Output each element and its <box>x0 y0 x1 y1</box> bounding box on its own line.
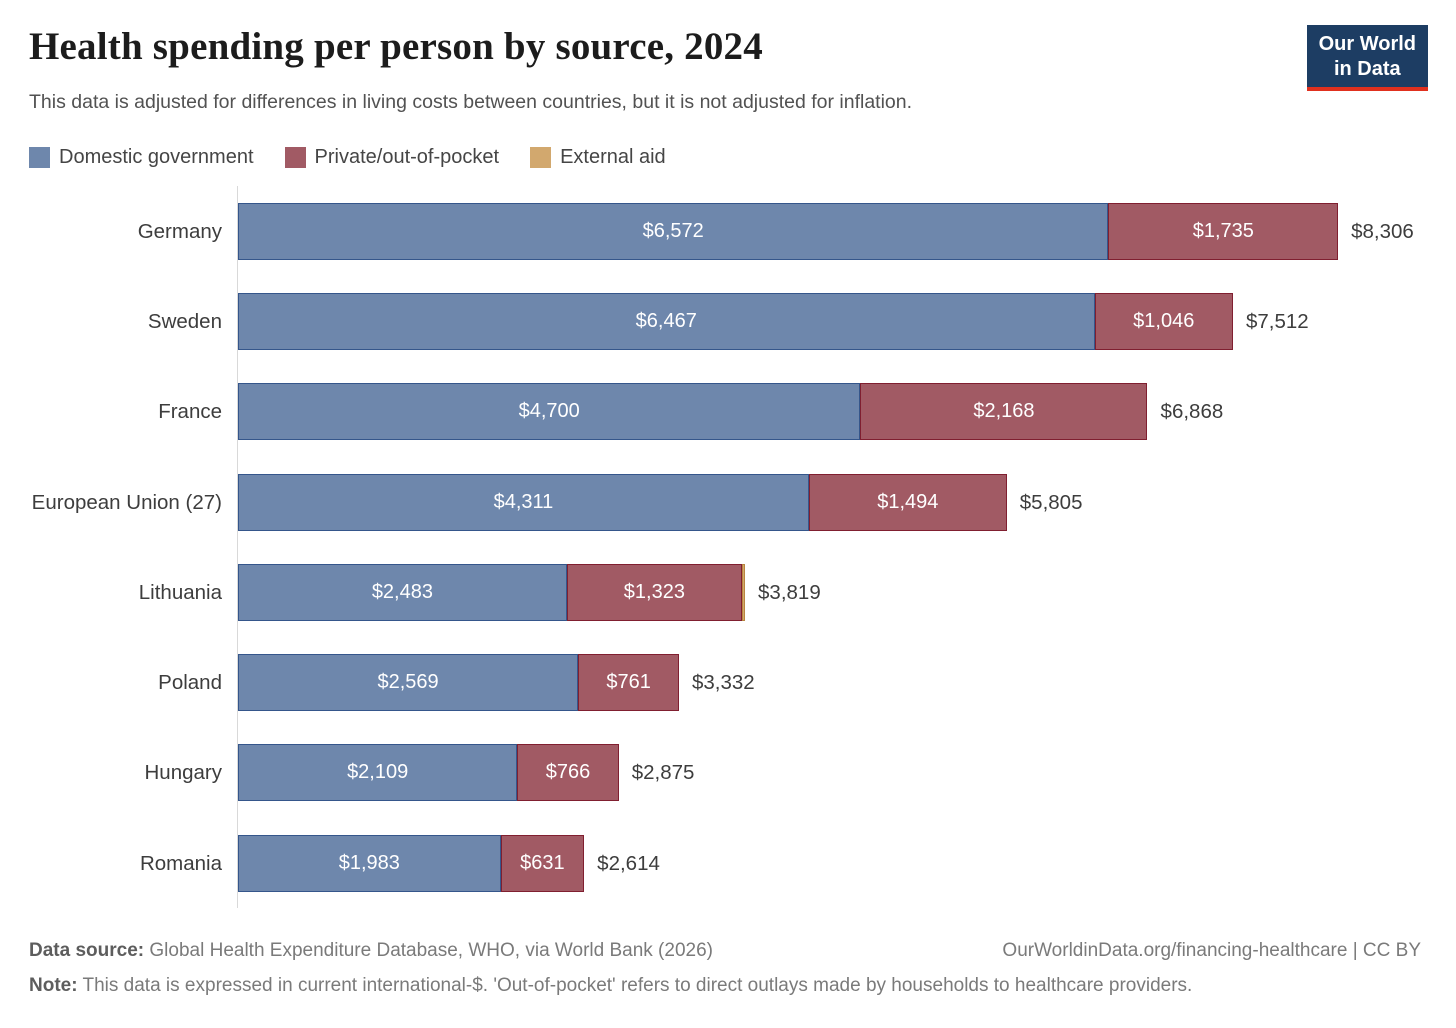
bar-value-label: $2,168 <box>973 400 1035 422</box>
country-label: Hungary <box>144 761 223 784</box>
legend-label: Private/out-of-pocket <box>314 146 500 168</box>
bar-segment-private-out-of-pocket[interactable]: $766 <box>517 744 619 801</box>
chart-row: $2,569 $761 <box>238 654 679 711</box>
bar-segment-domestic-government[interactable]: $6,467 <box>238 293 1095 350</box>
chart-row: $4,311 $1,494 <box>238 474 1007 531</box>
bar-segment-external-aid[interactable] <box>741 564 745 621</box>
total-value-label: $3,819 <box>758 581 821 604</box>
total-value-label: $8,306 <box>1351 220 1414 243</box>
legend: Domestic government Private/out-of-pocket… <box>29 146 666 169</box>
legend-swatch <box>530 147 552 168</box>
bar-value-label: $2,483 <box>371 581 433 603</box>
bar-value-label: $4,311 <box>493 491 554 513</box>
bar-segment-domestic-government[interactable]: $1,983 <box>238 835 501 892</box>
bar-segment-domestic-government[interactable]: $4,700 <box>238 383 861 440</box>
note-text: This data is expressed in current intern… <box>82 975 1193 996</box>
chart-row: $1,983 $631 <box>238 835 585 892</box>
bar-segment-private-out-of-pocket[interactable]: $761 <box>578 654 679 711</box>
country-label: European Union (27) <box>31 491 222 514</box>
total-value-label: $6,868 <box>1160 400 1224 423</box>
bar-value-label: $6,572 <box>642 220 704 242</box>
country-label: Lithuania <box>138 581 222 604</box>
bar-segment-private-out-of-pocket[interactable]: $1,494 <box>808 474 1007 531</box>
bar-value-label: $766 <box>545 761 591 783</box>
bar-value-label: $1,735 <box>1192 220 1254 242</box>
bar-value-label: $1,494 <box>877 491 939 513</box>
legend-swatch <box>29 147 50 168</box>
legend-label: Domestic government <box>59 146 254 168</box>
country-label: Poland <box>158 671 222 694</box>
data-source-text: Global Health Expenditure Database, WHO,… <box>149 940 713 961</box>
footer-url-link[interactable]: OurWorldinData.org/financing-healthcare <box>1002 940 1348 961</box>
legend-item-domestic-government[interactable]: Domestic government <box>29 146 254 169</box>
total-value-label: $3,332 <box>692 671 755 694</box>
footer-license-link[interactable]: CC BY <box>1362 940 1421 961</box>
chart-row: $2,109 $766 <box>238 744 619 801</box>
chart-subtitle: This data is adjusted for differences in… <box>29 91 913 113</box>
owid-logo-line2: in Data <box>1333 58 1401 80</box>
legend-label: External aid <box>560 146 666 168</box>
country-label: Romania <box>139 852 222 875</box>
bar-value-label: $6,467 <box>635 310 697 332</box>
total-value-label: $2,614 <box>597 852 660 875</box>
footer: Data source: Global Health Expenditure D… <box>29 940 1421 997</box>
total-value-label: $2,875 <box>631 761 695 784</box>
bar-segment-domestic-government[interactable]: $2,109 <box>238 744 518 801</box>
chart-row: $2,483 $1,323 <box>238 564 745 621</box>
bar-segment-private-out-of-pocket[interactable]: $1,046 <box>1094 293 1233 350</box>
country-label: France <box>158 400 222 423</box>
bar-value-label: $1,323 <box>623 581 685 603</box>
owid-logo[interactable]: Our World in Data <box>1306 25 1428 91</box>
chart-row: $6,572 $1,735 <box>238 203 1339 260</box>
bar-value-label: $2,569 <box>377 671 439 693</box>
source-row: Data source: Global Health Expenditure D… <box>29 940 1421 962</box>
note-row: Note: This data is expressed in current … <box>29 975 1421 997</box>
chart-row: $6,467 $1,046 <box>238 293 1233 350</box>
chart-plot: Germany $6,572 $1,735 $8,306 Sweden $6,467 $1,… <box>0 186 1456 908</box>
note-label: Note: <box>29 975 78 996</box>
bar-value-label: $4,700 <box>518 400 580 422</box>
legend-item-external-aid[interactable]: External aid <box>530 146 666 169</box>
total-value-label: $5,805 <box>1019 491 1083 514</box>
chart-row: $4,700 $2,168 <box>238 383 1148 440</box>
legend-item-private-out-of-pocket[interactable]: Private/out-of-pocket <box>284 146 500 169</box>
country-label: Sweden <box>147 310 222 333</box>
bar-segment-domestic-government[interactable]: $4,311 <box>238 474 809 531</box>
bar-segment-domestic-government[interactable]: $2,569 <box>238 654 579 711</box>
footer-right: OurWorldinData.org/financing-healthcare … <box>1002 940 1421 962</box>
bar-value-label: $631 <box>520 852 565 874</box>
data-source: Data source: Global Health Expenditure D… <box>29 940 713 962</box>
bar-segment-private-out-of-pocket[interactable]: $631 <box>500 835 585 892</box>
total-value-label: $7,512 <box>1245 310 1309 333</box>
bar-segment-private-out-of-pocket[interactable]: $1,735 <box>1108 203 1339 260</box>
y-axis-line <box>237 186 238 908</box>
bar-segment-private-out-of-pocket[interactable]: $2,168 <box>860 383 1148 440</box>
chart-title: Health spending per person by source, 20… <box>29 25 763 68</box>
bar-value-label: $1,983 <box>338 852 400 874</box>
bar-segment-domestic-government[interactable]: $6,572 <box>238 203 1109 260</box>
bar-value-label: $2,109 <box>347 761 409 783</box>
bar-value-label: $761 <box>606 671 651 693</box>
bar-segment-private-out-of-pocket[interactable]: $1,323 <box>566 564 742 621</box>
owid-logo-line1: Our World <box>1318 33 1416 55</box>
bar-value-label: $1,046 <box>1133 310 1195 332</box>
legend-swatch <box>284 147 306 168</box>
footer-divider: | <box>1352 940 1358 961</box>
country-label: Germany <box>137 220 222 243</box>
bar-segment-domestic-government[interactable]: $2,483 <box>238 564 567 621</box>
data-source-label: Data source: <box>29 940 145 961</box>
